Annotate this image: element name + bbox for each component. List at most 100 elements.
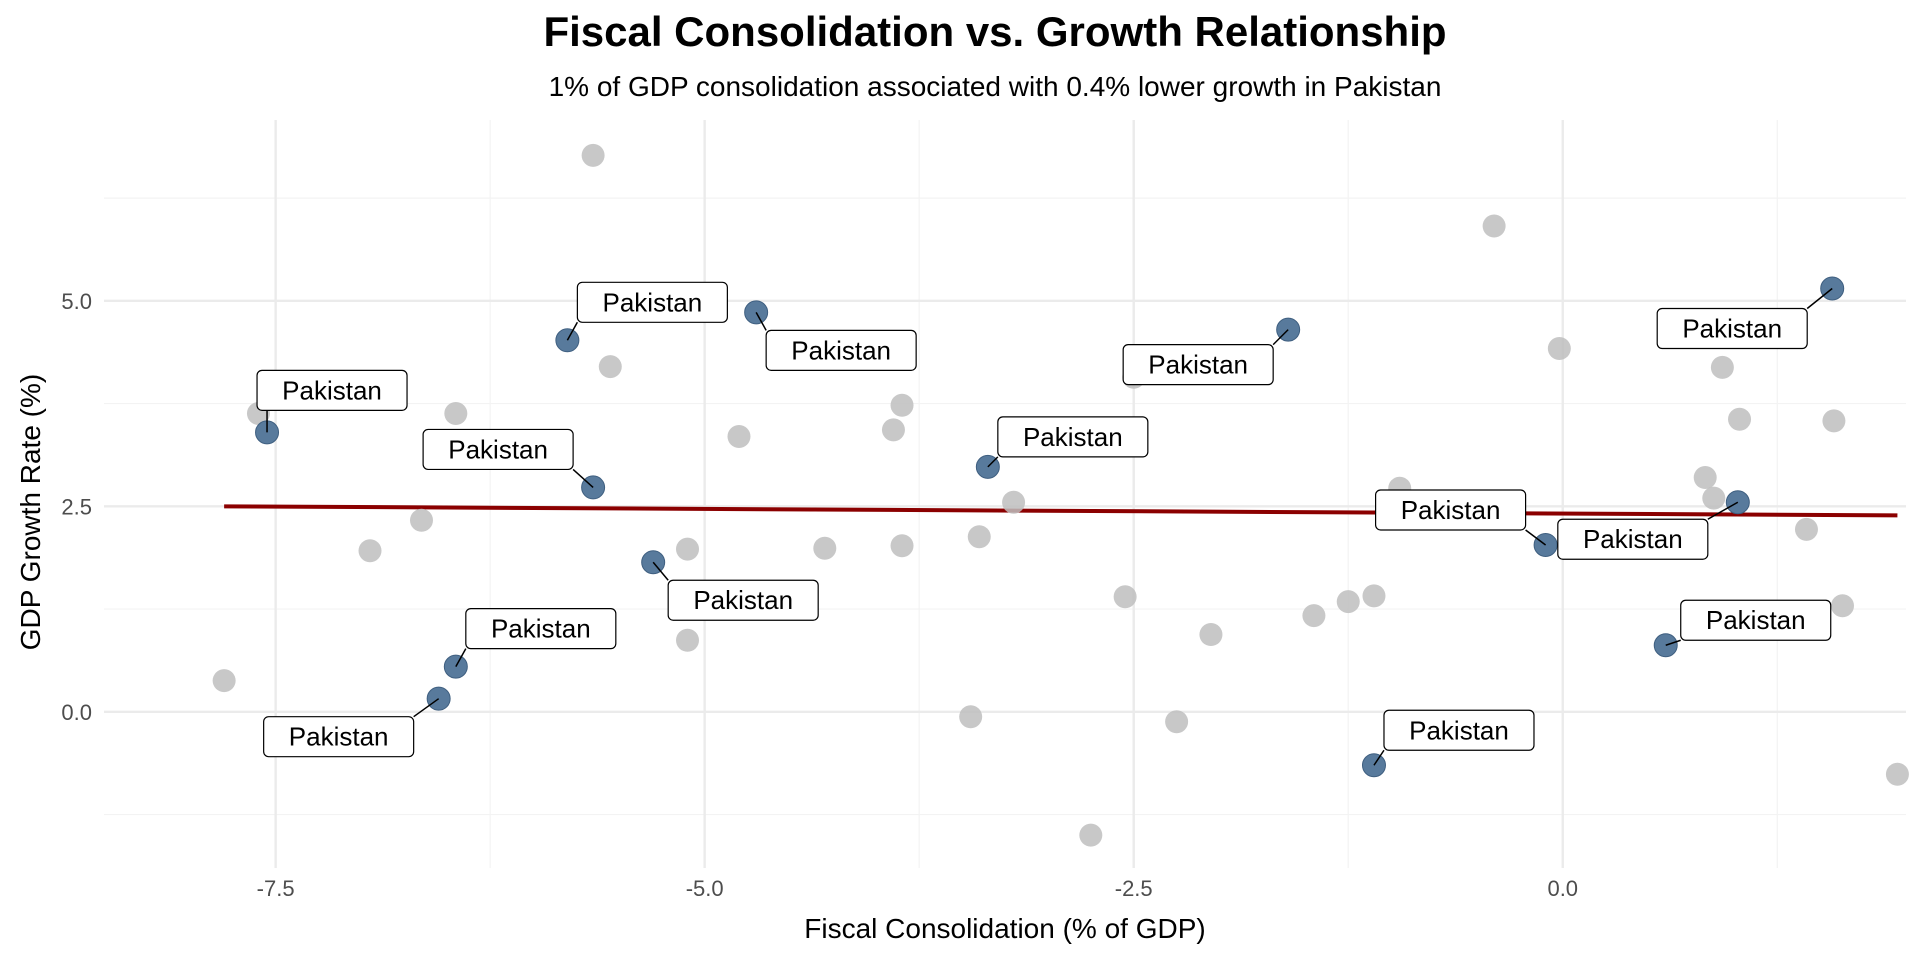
label-box — [422, 428, 574, 471]
label-box — [1680, 599, 1832, 641]
label-box — [263, 716, 415, 758]
y-tick-label: 0.0 — [61, 700, 92, 725]
point-label: Pakistan — [422, 428, 594, 488]
data-point — [1831, 594, 1855, 618]
label-text: Pakistan — [1023, 422, 1123, 452]
label-box — [576, 281, 728, 323]
data-point — [676, 537, 700, 561]
label-connector — [566, 321, 579, 341]
data-point — [581, 143, 605, 167]
x-tick-label: -2.5 — [1115, 876, 1153, 901]
label-connector — [572, 468, 594, 488]
label-connector — [755, 311, 767, 331]
label-box — [1383, 709, 1535, 751]
data-point — [1336, 590, 1360, 614]
point-label: Pakistan — [263, 698, 440, 758]
label-connector — [1806, 287, 1833, 310]
point-label: Pakistan — [455, 608, 617, 667]
data-point — [1113, 585, 1137, 609]
data-point — [444, 401, 468, 425]
label-box — [1122, 344, 1274, 386]
data-point — [1885, 762, 1909, 786]
label-box — [1656, 307, 1808, 350]
point-label: Pakistan — [1656, 287, 1833, 350]
label-box — [1557, 518, 1709, 560]
label-connector — [1525, 529, 1547, 546]
data-point — [1482, 214, 1506, 238]
data-point — [890, 534, 914, 558]
data-point — [598, 355, 622, 379]
label-text: Pakistan — [289, 722, 389, 752]
data-point — [1710, 355, 1734, 379]
point-label: Pakistan — [566, 281, 728, 341]
label-text: Pakistan — [448, 434, 548, 464]
data-point — [1794, 517, 1818, 541]
point-label: Pakistan — [987, 416, 1149, 468]
data-point — [1822, 409, 1846, 433]
label-box — [1374, 489, 1527, 531]
data-point — [1165, 710, 1189, 734]
x-tick-label: -7.5 — [257, 876, 295, 901]
point-label: Pakistan — [1373, 709, 1535, 766]
label-text: Pakistan — [1706, 605, 1806, 635]
x-tick-label: 0.0 — [1547, 876, 1578, 901]
data-point — [959, 705, 983, 729]
label-text: Pakistan — [1409, 715, 1509, 745]
label-connector — [652, 561, 669, 581]
point-label: Pakistan — [755, 311, 917, 371]
point-label: Pakistan — [256, 369, 408, 433]
label-text: Pakistan — [282, 375, 382, 405]
label-text: Pakistan — [1148, 350, 1248, 380]
data-point — [676, 628, 700, 652]
other-points — [212, 143, 1909, 847]
label-text: Pakistan — [791, 335, 891, 365]
trend-line — [224, 504, 1898, 518]
data-point — [1693, 466, 1717, 490]
data-point — [1002, 490, 1026, 514]
label-box — [256, 369, 408, 411]
label-box — [997, 416, 1149, 458]
chart-title: Fiscal Consolidation vs. Growth Relation… — [543, 8, 1446, 55]
data-point — [890, 393, 914, 417]
point-labels: Pakistan Pakistan Pakistan Pakistan Pakistan… — [256, 281, 1833, 766]
point-label: Pakistan — [1557, 501, 1739, 560]
label-connector — [987, 456, 999, 468]
data-point — [967, 525, 991, 549]
chart-subtitle: 1% of GDP consolidation associated with … — [549, 71, 1442, 102]
y-tick-label: 5.0 — [61, 289, 92, 314]
point-label: Pakistan — [1122, 329, 1289, 386]
data-point — [1079, 823, 1103, 847]
data-point — [1547, 337, 1571, 361]
label-text: Pakistan — [693, 585, 793, 615]
label-text: Pakistan — [1401, 495, 1501, 525]
y-tick-label: 2.5 — [61, 494, 92, 519]
point-label: Pakistan — [1374, 489, 1547, 546]
label-connector — [413, 698, 440, 718]
data-point — [881, 418, 905, 442]
label-box — [465, 608, 617, 650]
point-label: Pakistan — [1665, 599, 1832, 646]
label-text: Pakistan — [491, 614, 591, 644]
data-point — [1302, 604, 1326, 628]
data-point — [813, 536, 837, 560]
label-connector — [1665, 639, 1681, 646]
data-point — [1199, 623, 1223, 647]
label-connector — [1373, 749, 1385, 766]
label-text: Pakistan — [603, 287, 703, 317]
label-text: Pakistan — [1682, 314, 1782, 344]
data-point — [358, 539, 382, 563]
data-point — [1728, 407, 1752, 431]
data-point — [1702, 486, 1726, 510]
label-connector — [1272, 329, 1289, 346]
trend-line-group — [224, 504, 1898, 518]
label-connector — [455, 648, 467, 667]
data-point — [409, 508, 433, 532]
data-point — [1362, 584, 1386, 608]
point-label: Pakistan — [652, 561, 819, 621]
data-point — [212, 669, 236, 693]
y-axis-ticks: 0.0 2.5 5.0 — [61, 289, 92, 725]
label-connector — [1707, 501, 1739, 520]
x-axis-ticks: -7.5 -5.0 -2.5 0.0 — [257, 876, 1578, 901]
